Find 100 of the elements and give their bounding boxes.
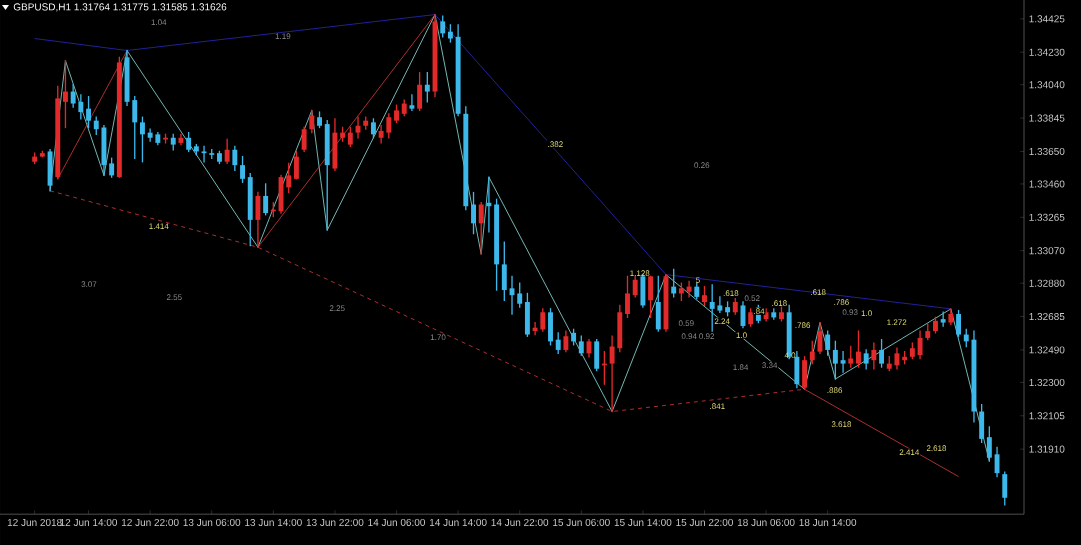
candlestick xyxy=(840,350,846,373)
candlestick xyxy=(517,282,523,308)
annotation: .786 xyxy=(795,322,811,329)
candlestick xyxy=(78,94,84,120)
x-tick-label: 14 Jun 14:00 xyxy=(429,518,487,526)
candlestick xyxy=(832,340,838,380)
candlestick xyxy=(686,280,692,298)
candlestick xyxy=(70,84,76,108)
candlestick xyxy=(186,131,192,153)
annotation: 1.0 xyxy=(736,332,747,339)
x-tick-label: 12 Jun 14:00 xyxy=(60,518,118,526)
candlestick xyxy=(702,285,707,307)
candlestick xyxy=(201,145,207,163)
annotation: .841 xyxy=(710,403,725,410)
y-tick-label: 1.33845 xyxy=(1029,114,1065,122)
y-tick-label: 1.31910 xyxy=(1029,445,1065,453)
candlestick xyxy=(856,330,861,368)
annotation: .886 xyxy=(827,387,843,394)
candlestick xyxy=(62,60,68,129)
candlestick xyxy=(240,155,245,183)
annotation: 3.618 xyxy=(831,421,852,428)
annotation: 5 xyxy=(696,277,700,283)
annotation: 0.93 xyxy=(842,309,858,316)
annotation: 1.70 xyxy=(430,334,446,341)
annotation: 3.34 xyxy=(762,362,778,369)
x-tick-label: 12 Jun 22:00 xyxy=(121,518,179,526)
y-tick-label: 1.34040 xyxy=(1029,81,1065,89)
annotation: 2.414 xyxy=(899,449,920,455)
candlestick xyxy=(301,126,307,153)
annotation: 2.55 xyxy=(166,294,182,301)
candlestick xyxy=(848,345,854,368)
annotation: 0.52 xyxy=(744,295,760,302)
candlestick xyxy=(540,308,546,332)
candlestick xyxy=(378,125,384,144)
candlestick xyxy=(917,330,923,360)
x-tick-label: 13 Jun 22:00 xyxy=(306,518,364,526)
annotation: .84 xyxy=(754,308,765,315)
candlestick xyxy=(386,113,392,139)
y-tick-label: 1.33265 xyxy=(1029,213,1065,221)
annotation: 2.25 xyxy=(329,305,345,312)
candlestick xyxy=(132,96,138,159)
x-tick-label: 15 Jun 06:00 xyxy=(553,518,610,526)
annotation: .786 xyxy=(834,299,849,306)
candlestick xyxy=(347,126,353,147)
candlestick xyxy=(1002,471,1008,506)
y-tick-label: 1.32105 xyxy=(1029,412,1065,420)
candlestick xyxy=(86,96,92,129)
candlestick xyxy=(409,94,415,112)
y-tick-label: 1.32880 xyxy=(1029,279,1065,287)
annotation: .618 xyxy=(811,289,826,296)
candlestick xyxy=(109,157,115,178)
candlestick xyxy=(417,72,423,112)
annotation: 1.84 xyxy=(733,364,749,371)
candlestick xyxy=(478,202,484,255)
candlestick xyxy=(424,72,430,103)
annotation: 0.26 xyxy=(694,162,710,169)
line-series xyxy=(34,14,952,310)
candlestick xyxy=(994,446,1000,478)
text: GBPUSD,H1 1.31764 1.31775 1.31585 1.31626 xyxy=(13,3,227,12)
y-tick-label: 1.33650 xyxy=(1029,147,1065,155)
candlestick xyxy=(578,335,584,356)
candlestick xyxy=(809,340,815,365)
x-tick-label: 15 Jun 14:00 xyxy=(614,518,672,526)
candlestick xyxy=(147,128,153,142)
candlestick xyxy=(370,118,376,139)
candlestick xyxy=(293,150,299,180)
candlestick xyxy=(563,330,569,353)
candlestick xyxy=(224,138,230,165)
annotation: 0.94 xyxy=(681,333,697,340)
candlestick xyxy=(632,275,638,298)
candlestick xyxy=(717,296,723,313)
annotation: .382 xyxy=(548,141,563,148)
y-tick-label: 1.33460 xyxy=(1029,180,1065,188)
annotation: 1.272 xyxy=(887,319,907,325)
x-tick-label: 18 Jun 06:00 xyxy=(737,518,795,526)
annotation: 0.92 xyxy=(699,333,715,340)
candlestick xyxy=(286,162,292,194)
candlestick xyxy=(309,109,315,134)
annotation: 2.618 xyxy=(926,445,947,452)
candlestick xyxy=(709,284,715,332)
candlestick xyxy=(609,335,615,413)
candlestick xyxy=(440,15,446,38)
annotation: .618 xyxy=(772,300,787,307)
annotation: 1.19 xyxy=(275,33,291,40)
y-tick-label: 1.32490 xyxy=(1029,346,1065,354)
y-tick-label: 1.34230 xyxy=(1029,48,1065,56)
candlestick xyxy=(956,309,962,337)
candlestick xyxy=(648,275,654,319)
candlestick xyxy=(263,183,269,216)
candlestick xyxy=(825,330,831,356)
candlestick xyxy=(625,275,630,319)
candlestick xyxy=(940,311,946,327)
candlestick xyxy=(139,116,145,163)
annotation: 3.07 xyxy=(81,281,97,288)
x-tick-label: 12 Jun 2018 xyxy=(7,518,62,526)
y-tick-label: 1.32300 xyxy=(1029,378,1065,386)
annotation: 0.59 xyxy=(678,320,694,327)
y-tick-label: 1.32685 xyxy=(1029,313,1065,321)
candlestick xyxy=(863,349,869,370)
candlestick xyxy=(555,332,561,355)
